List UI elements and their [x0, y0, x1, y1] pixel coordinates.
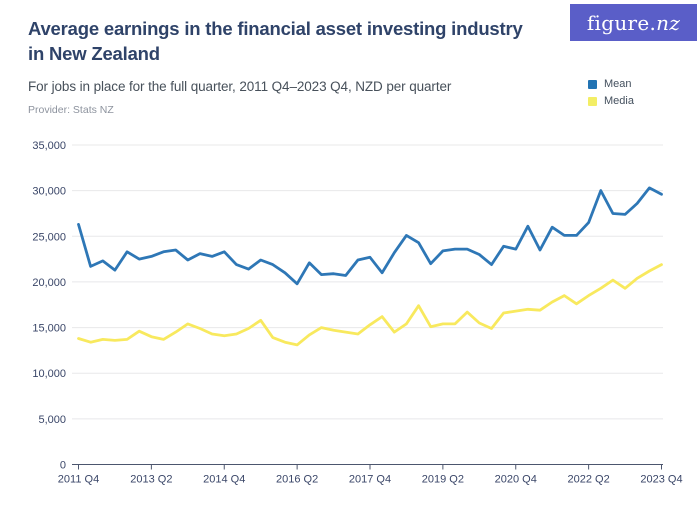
y-tick-label: 30,000: [32, 186, 66, 198]
y-tick-label: 5,000: [38, 414, 66, 426]
y-tick-label: 20,000: [32, 277, 66, 289]
legend-swatch-mean: [588, 79, 597, 89]
y-tick-label: 25,000: [32, 231, 66, 243]
x-axis-labels: 2011 Q4 2013 Q2 2014 Q4 2016 Q2 2017 Q4 2019 …: [58, 474, 683, 486]
legend-item-mean: Mean: [588, 78, 634, 90]
x-tick-label: 2019 Q2: [422, 474, 464, 486]
x-axis: [72, 464, 663, 470]
x-tick-label: 2011 Q4: [58, 474, 99, 486]
chart-title-line2: in New Zealand: [28, 43, 160, 64]
x-tick-label: 2014 Q4: [203, 474, 245, 486]
legend-swatch-media: [588, 96, 597, 106]
y-tick-label: 15,000: [32, 323, 66, 335]
legend-item-media: Media: [588, 95, 634, 107]
legend-label-media: Media: [604, 95, 634, 107]
x-tick-label: 2013 Q2: [130, 474, 172, 486]
chart-title-line1: Average earnings in the financial asset …: [28, 18, 523, 39]
chart-legend: Mean Media: [588, 78, 634, 107]
series-line-mean[interactable]: [77, 186, 663, 286]
chart-subtitle: For jobs in place for the full quarter, …: [28, 79, 452, 94]
provider-attribution: Provider: Stats NZ: [28, 104, 114, 116]
gridlines: [72, 144, 663, 420]
legend-label-mean: Mean: [604, 78, 632, 90]
chart-title: Average earnings in the financial asset …: [28, 16, 558, 66]
figure-nz-logo[interactable]: figure. nz: [570, 4, 697, 41]
y-tick-label: 35,000: [32, 140, 66, 152]
x-tick-label: 2016 Q2: [276, 474, 318, 486]
logo-text-suffix: nz: [656, 10, 681, 35]
x-tick-label: 2022 Q2: [568, 474, 610, 486]
x-tick-label: 2017 Q4: [349, 474, 391, 486]
logo-text-prefix: figure.: [586, 10, 657, 35]
series-lines: [77, 186, 663, 347]
x-tick-label: 2020 Q4: [495, 474, 537, 486]
y-tick-label: 10,000: [32, 368, 66, 380]
y-tick-label: 0: [60, 460, 66, 472]
series-line-media[interactable]: [77, 263, 663, 347]
x-tick-label: 2023 Q4: [640, 474, 682, 486]
y-axis-labels: 0 5,000 10,000 15,000 20,000 25,000 30,000 35,0…: [32, 140, 66, 472]
